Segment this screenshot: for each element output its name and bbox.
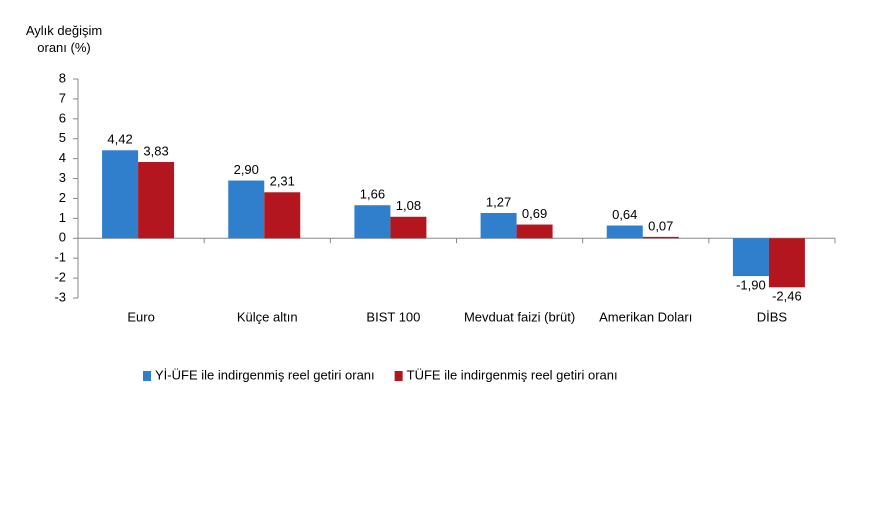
x-tick-label: BIST 100: [366, 309, 420, 324]
bar: [228, 180, 265, 239]
y-tick-label: 2: [59, 190, 66, 205]
y-tick-label: 4: [59, 150, 66, 165]
bar: [264, 192, 301, 239]
x-tick-label: DİBS: [757, 309, 788, 324]
value-label: 0,64: [612, 207, 637, 222]
y-tick-label: 0: [59, 230, 66, 245]
bar: [138, 162, 175, 239]
value-label: 2,90: [234, 162, 259, 177]
y-tick-label: -1: [54, 250, 66, 265]
y-tick-label: -2: [54, 270, 66, 285]
x-tick-label: Külçe altın: [237, 309, 298, 324]
value-label: 2,31: [270, 174, 295, 189]
bar: [390, 216, 427, 239]
legend-label: Yİ-ÜFE ile indirgenmiş reel getiri oranı: [155, 367, 375, 382]
y-tick-label: 6: [59, 110, 66, 125]
legend-label: TÜFE ile indirgenmiş reel getiri oranı: [407, 367, 618, 382]
value-label: 4,42: [107, 132, 132, 147]
bar: [768, 238, 805, 288]
y-tick-label: -3: [54, 289, 66, 304]
bar: [516, 224, 553, 239]
x-tick-label: Mevduat faizi (brüt): [464, 309, 575, 324]
value-label: 0,69: [522, 206, 547, 221]
y-tick-label: 5: [59, 130, 66, 145]
value-label: 1,08: [396, 198, 421, 213]
legend-swatch: [143, 371, 151, 381]
x-tick-label: Amerikan Doları: [599, 309, 692, 324]
bar: [102, 150, 139, 239]
value-label: 1,27: [486, 194, 511, 209]
x-tick-label: Euro: [127, 309, 154, 324]
value-label: 1,66: [360, 187, 385, 202]
bar: [642, 236, 679, 239]
value-label: 3,83: [143, 143, 168, 158]
y-tick-label: 8: [59, 70, 66, 85]
value-label: -2,46: [772, 289, 802, 304]
legend-swatch: [394, 371, 403, 381]
value-label: -1,90: [736, 278, 766, 293]
y-tick-label: 3: [59, 170, 66, 185]
y-axis-label: Aylık değişim oranı (%): [25, 23, 103, 55]
bar: [732, 238, 769, 277]
bar: [354, 205, 391, 239]
y-tick-label: 1: [59, 210, 66, 225]
bar: [606, 225, 643, 239]
y-tick-label: 7: [59, 90, 66, 105]
value-label: 0,07: [648, 218, 673, 233]
bar: [480, 212, 517, 239]
